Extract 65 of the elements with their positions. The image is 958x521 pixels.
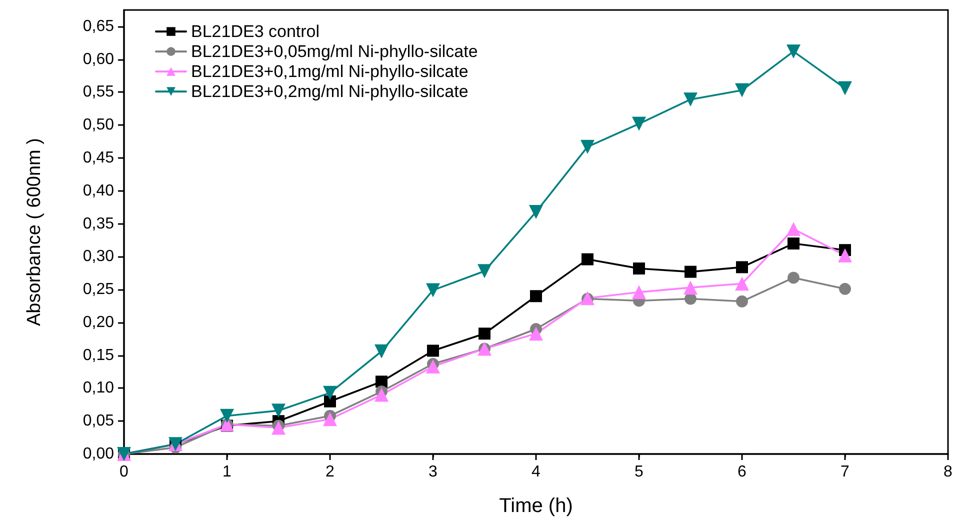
point: [272, 420, 286, 435]
y-axis-title: Absorbance ( 600nm ): [24, 138, 45, 326]
point: [323, 412, 337, 426]
x-tick-label: 8: [944, 464, 953, 480]
x-tick-label: 2: [326, 464, 335, 480]
point: [323, 386, 337, 400]
point: [426, 360, 440, 374]
y-tick-label: 0,65: [82, 18, 114, 35]
point: [684, 92, 698, 106]
point: [529, 204, 543, 219]
y-tick-label: 0,15: [82, 346, 114, 364]
y-tick-label: 0,25: [82, 281, 114, 298]
point: [838, 81, 852, 96]
point: [580, 140, 594, 154]
point: [788, 238, 800, 250]
x-tick-label: 0: [120, 464, 129, 480]
point: [735, 83, 749, 98]
point: [788, 272, 800, 284]
legend-label: BL21DE3+0,05mg/ml Ni-phyllo-silcate: [191, 42, 478, 61]
x-tick-label: 5: [634, 464, 644, 480]
point: [786, 222, 800, 236]
y-tick-label: 0,40: [82, 182, 114, 200]
point: [478, 328, 490, 340]
x-tick-label: 7: [840, 464, 850, 480]
legend-label: BL21DE3+0,2mg/ml Ni-phyllo-silcate: [191, 82, 468, 101]
point: [529, 326, 543, 341]
point: [736, 261, 748, 274]
point: [374, 344, 388, 358]
point: [684, 280, 698, 295]
y-tick-label: 0,20: [82, 314, 114, 331]
point: [582, 253, 594, 266]
point: [632, 285, 646, 300]
point: [632, 116, 646, 131]
point: [220, 408, 234, 423]
legend-label: BL21DE3+0,1mg/ml Ni-phyllo-silcate: [191, 62, 468, 81]
point: [374, 388, 388, 402]
point: [427, 344, 439, 357]
point: [736, 295, 748, 308]
point: [633, 262, 645, 275]
y-tick-label: 0,05: [82, 412, 114, 430]
x-tick-label: 3: [428, 464, 438, 480]
point: [735, 276, 749, 291]
legend-label: BL21DE3 control: [191, 22, 320, 41]
point: [478, 264, 492, 278]
y-tick-label: 0,55: [82, 84, 114, 101]
point: [838, 248, 852, 262]
x-tick-label: 1: [222, 464, 232, 480]
point: [684, 266, 696, 278]
point: [272, 404, 286, 418]
y-tick-label: 0,50: [82, 116, 114, 134]
y-tick-label: 0,30: [82, 248, 114, 266]
point: [786, 44, 800, 58]
point: [376, 376, 388, 388]
point: [426, 283, 440, 298]
y-tick-label: 0,10: [82, 380, 114, 397]
point: [530, 290, 542, 302]
point: [839, 282, 851, 295]
point: [324, 395, 336, 408]
y-tick-label: 0,45: [82, 150, 114, 166]
y-tick-label: 0,60: [82, 50, 114, 68]
y-tick-label: 0,35: [82, 215, 114, 232]
x-tick-label: 6: [738, 464, 747, 480]
x-axis-title: Time (h): [499, 495, 573, 517]
y-tick-label: 0,00: [82, 446, 114, 462]
x-tick-label: 4: [532, 464, 541, 480]
